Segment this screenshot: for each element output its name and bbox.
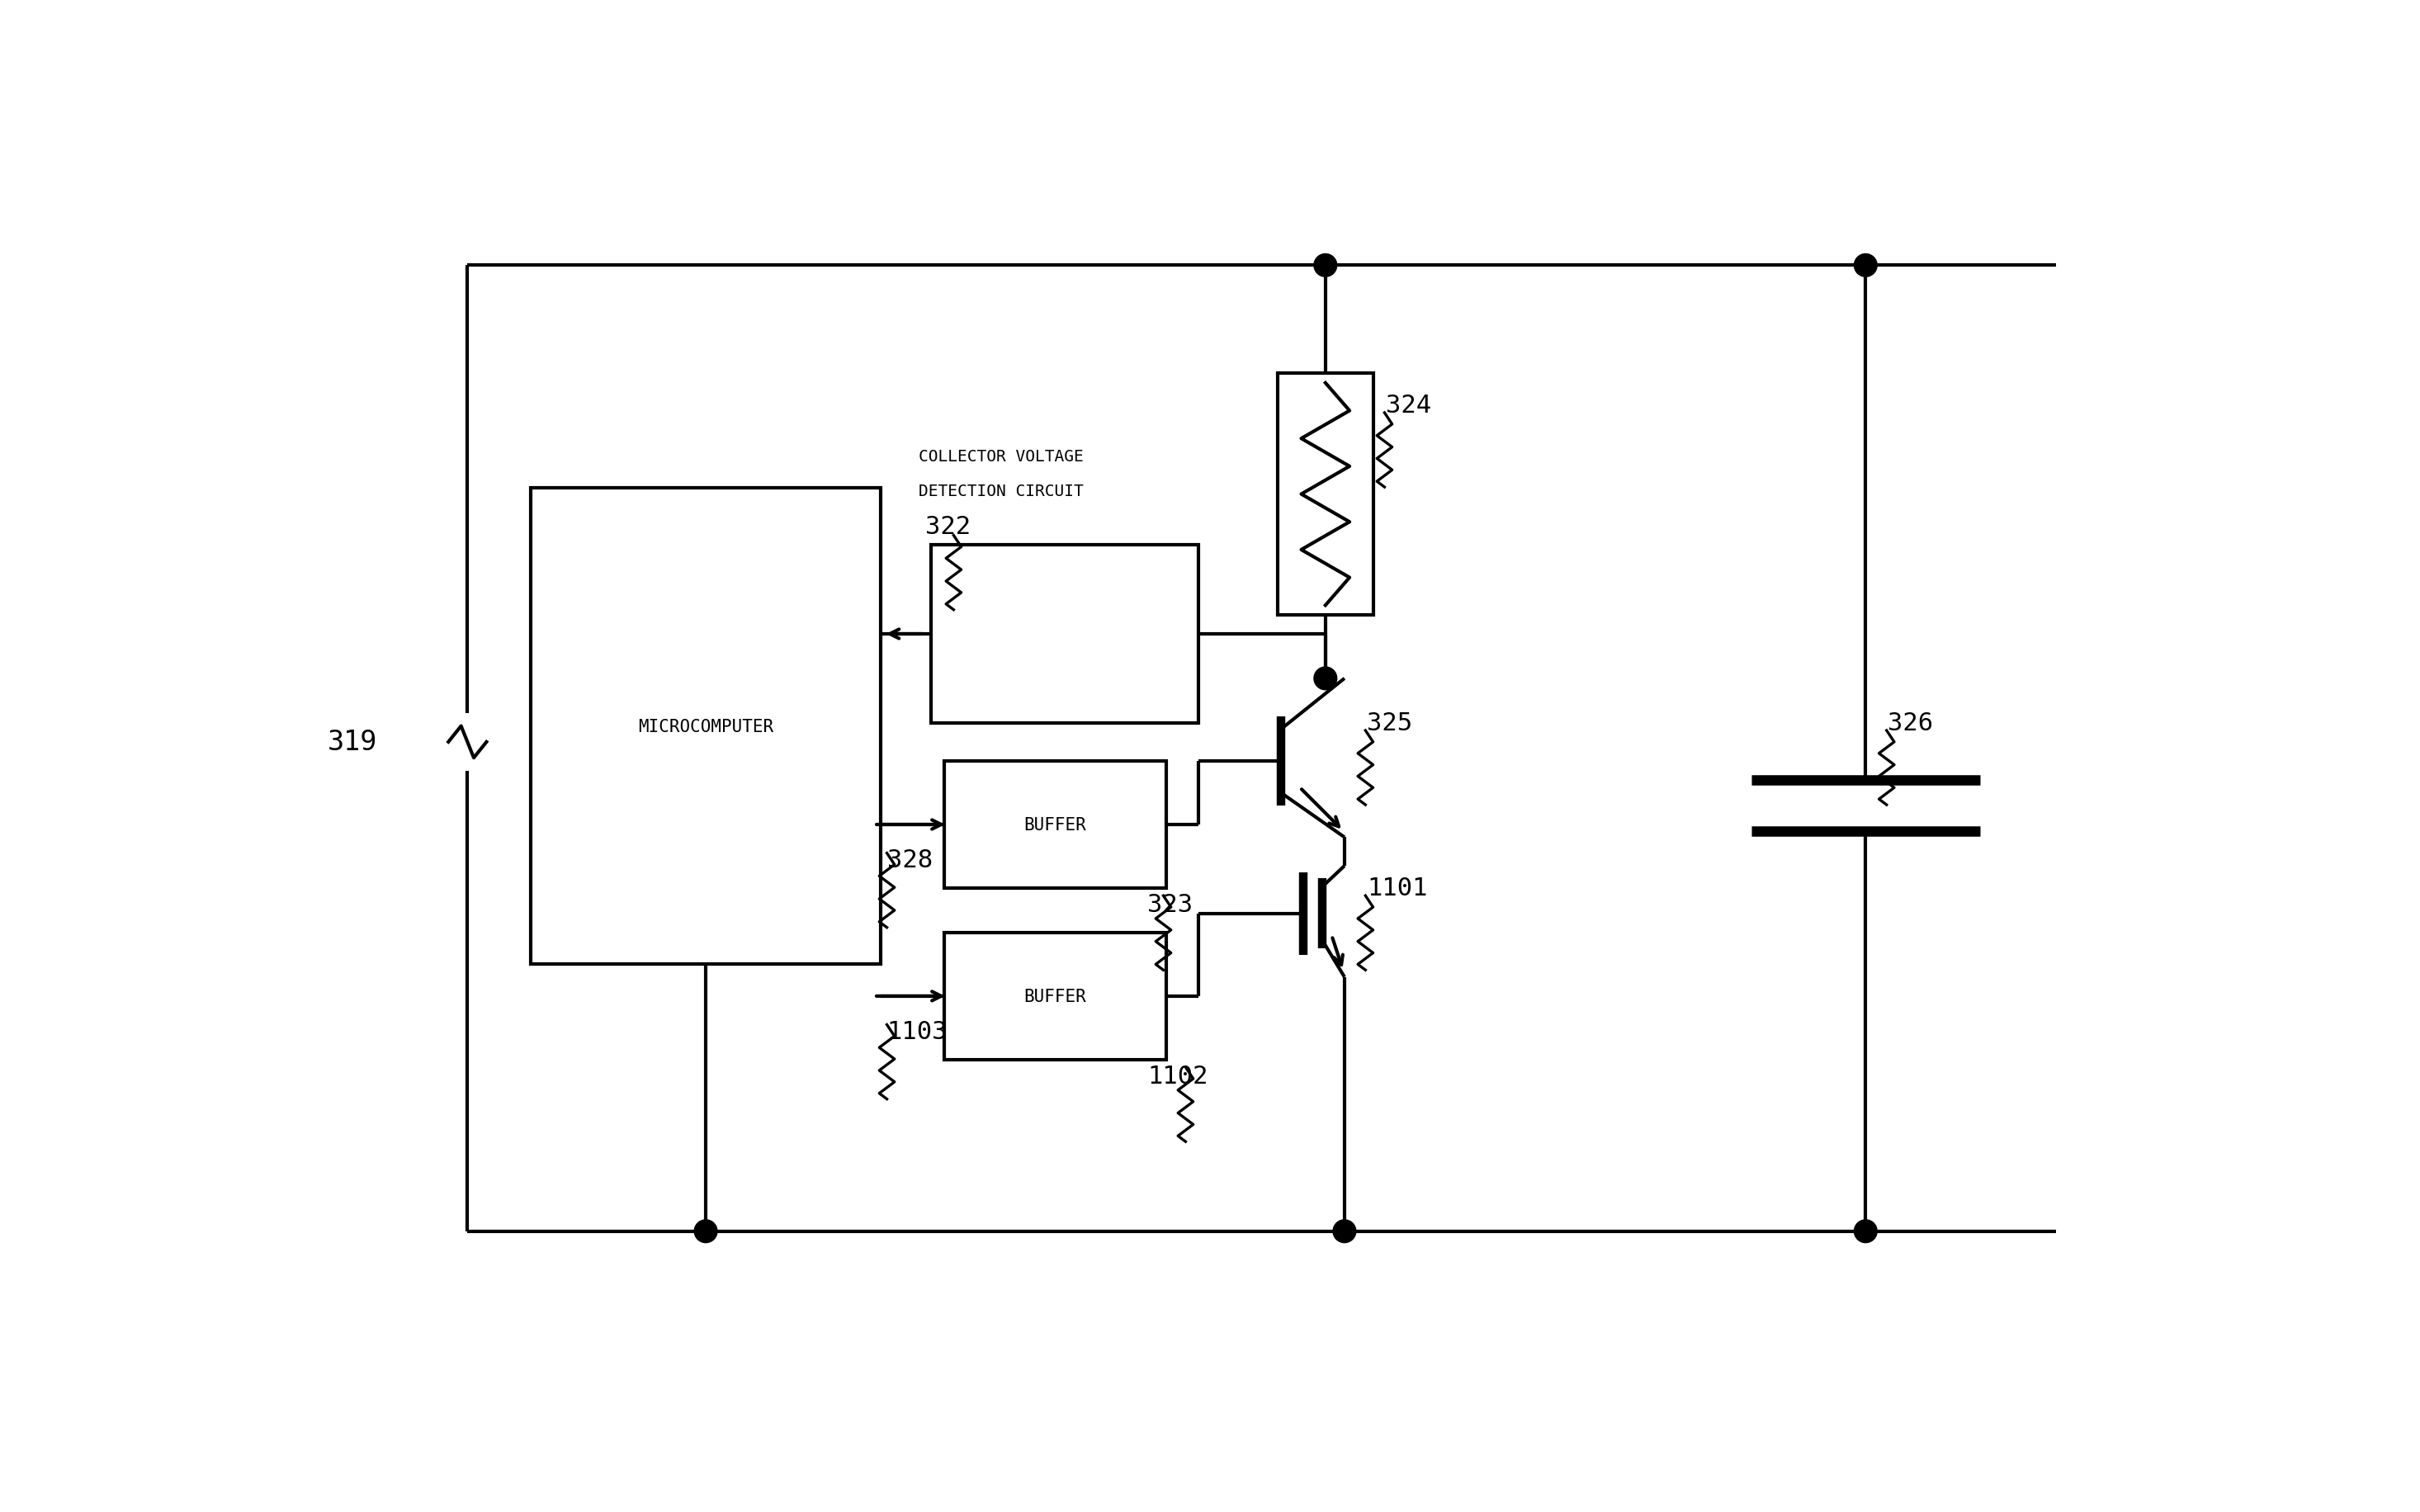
Bar (530, 488, 881, 965)
Bar (944, 933, 1166, 1060)
Text: MICROCOMPUTER: MICROCOMPUTER (639, 718, 774, 735)
Text: 1101: 1101 (1367, 877, 1428, 900)
Bar (1278, 373, 1372, 615)
Text: BUFFER: BUFFER (1024, 989, 1087, 1004)
Text: 326: 326 (1888, 711, 1934, 735)
Circle shape (1314, 254, 1336, 277)
Text: 319: 319 (327, 729, 378, 756)
Text: 328: 328 (886, 848, 932, 872)
Text: 322: 322 (924, 514, 970, 538)
Circle shape (1314, 667, 1336, 689)
Text: BUFFER: BUFFER (1024, 816, 1087, 833)
Text: 324: 324 (1387, 393, 1430, 417)
Text: COLLECTOR VOLTAGE: COLLECTOR VOLTAGE (920, 449, 1084, 464)
Bar (944, 762, 1166, 889)
Circle shape (1333, 1220, 1355, 1243)
Circle shape (1854, 1220, 1878, 1243)
Text: DETECTION CIRCUIT: DETECTION CIRCUIT (920, 484, 1084, 499)
Text: 323: 323 (1147, 892, 1193, 916)
Text: 325: 325 (1367, 711, 1413, 735)
Bar (932, 546, 1198, 723)
Text: 1102: 1102 (1147, 1064, 1208, 1087)
Circle shape (695, 1220, 716, 1243)
Circle shape (1854, 254, 1878, 277)
Text: 1103: 1103 (886, 1019, 949, 1043)
